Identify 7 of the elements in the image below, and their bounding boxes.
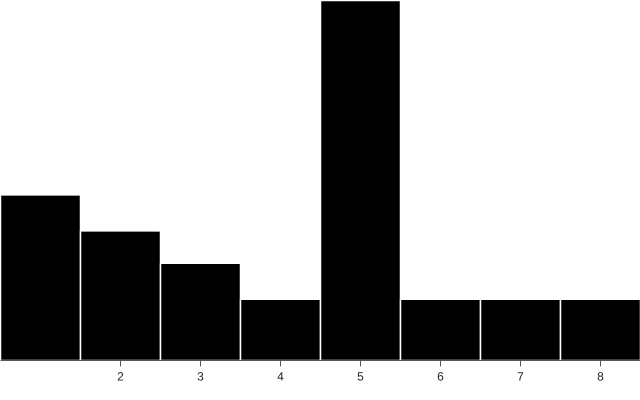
x-tick-label: 4 <box>277 370 284 384</box>
x-tick-label: 2 <box>117 370 124 384</box>
x-tick-label: 3 <box>197 370 204 384</box>
x-tick-label: 8 <box>597 370 604 384</box>
x-tick-label: 7 <box>517 370 524 384</box>
x-tick-label: 5 <box>357 370 364 384</box>
x-tick-label: 6 <box>437 370 444 384</box>
